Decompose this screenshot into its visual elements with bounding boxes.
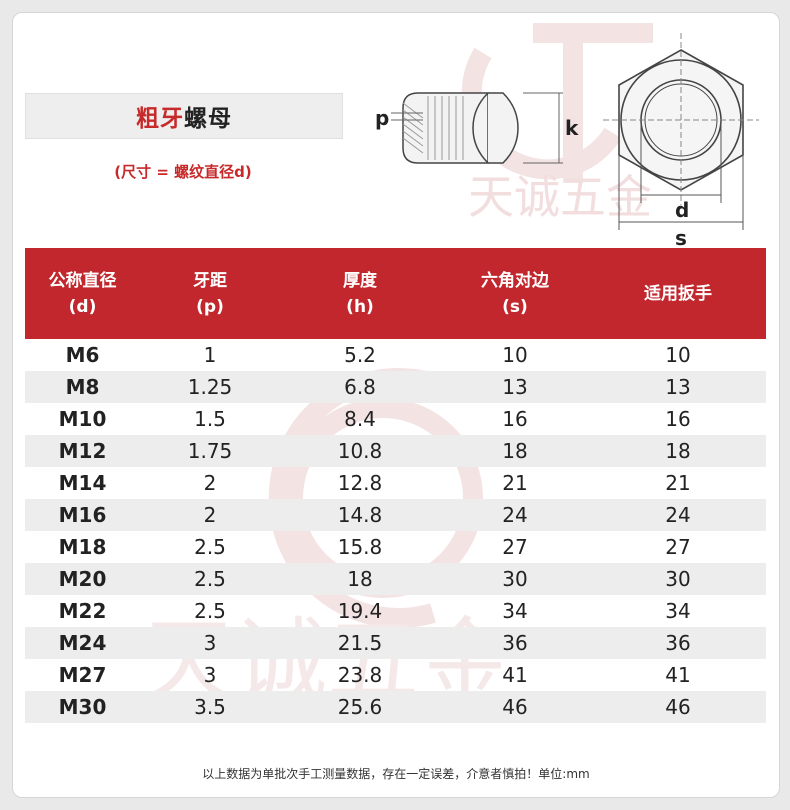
cell-across-flats: 27: [502, 535, 528, 559]
cell-pitch: 3: [140, 627, 280, 659]
cell-wrench: 10: [665, 343, 691, 367]
table-row: M10 1.5 8.4 16 16: [25, 403, 766, 435]
label-k: k: [565, 116, 579, 140]
cell-across-flats: 16: [502, 407, 528, 431]
table-row: M30 3.5 25.6 46 46: [25, 691, 766, 723]
cell-pitch: 2.5: [194, 599, 226, 623]
cell-thickness: 18: [280, 563, 440, 595]
cell-wrench: 41: [665, 663, 691, 687]
title-part-black: 螺母: [184, 106, 232, 132]
table-row: M12 1.75 10.8 18 18: [25, 435, 766, 467]
cell-pitch: 2.5: [140, 563, 280, 595]
cell-size: M27: [58, 663, 107, 687]
cell-wrench: 24: [590, 499, 766, 531]
cell-thickness: 6.8: [280, 371, 440, 403]
nut-top-view-diagram: d s: [603, 33, 759, 250]
cell-wrench: 16: [665, 407, 691, 431]
table-row: M14 2 12.8 21 21: [25, 467, 766, 499]
size-note: (尺寸 = 螺纹直径d): [114, 163, 252, 181]
cell-wrench: 13: [590, 371, 766, 403]
header-across-flats: 六角对边 (s): [440, 248, 590, 339]
cell-across-flats: 30: [440, 563, 590, 595]
header-thickness: 厚度 (h): [280, 248, 440, 339]
header-wrench-size: 适用扳手: [590, 248, 766, 339]
cell-across-flats: 13: [440, 371, 590, 403]
table-row: M20 2.5 18 30 30: [25, 563, 766, 595]
label-d: d: [675, 198, 689, 222]
spec-table: 公称直径 (d) 牙距 (p) 厚度 (h) 六角对边 (s) 适用扳手 M6 1 5.2 1…: [25, 248, 766, 723]
cell-across-flats: 10: [502, 343, 528, 367]
table-row: M18 2.5 15.8 27 27: [25, 531, 766, 563]
table-row: M24 3 21.5 36 36: [25, 627, 766, 659]
table-header-row: 公称直径 (d) 牙距 (p) 厚度 (h) 六角对边 (s) 适用扳手: [25, 248, 766, 339]
footer-note: 以上数据为单批次手工测量数据，存在一定误差，介意者慎拍！单位:mm: [202, 767, 590, 781]
cell-pitch: 1.75: [140, 435, 280, 467]
cell-pitch: 3: [203, 663, 217, 687]
cell-thickness: 25.6: [280, 691, 440, 723]
cell-size: M10: [58, 407, 107, 431]
cell-pitch: 1.5: [194, 407, 226, 431]
cell-across-flats: 18: [440, 435, 590, 467]
cell-size: M6: [65, 343, 100, 367]
cell-thickness: 15.8: [337, 535, 383, 559]
spec-card: 天诚五金 天诚五金 粗牙 螺母 (尺寸 = 螺纹直径d) p k: [12, 12, 780, 798]
cell-across-flats: 36: [440, 627, 590, 659]
header-nominal-diameter: 公称直径 (d): [25, 248, 140, 339]
cell-across-flats: 24: [440, 499, 590, 531]
cell-size: M30: [25, 691, 140, 723]
cell-size: M18: [58, 535, 107, 559]
table-row: M16 2 14.8 24 24: [25, 499, 766, 531]
header-pitch: 牙距 (p): [140, 248, 280, 339]
cell-thickness: 12.8: [337, 471, 383, 495]
cell-thickness: 5.2: [344, 343, 376, 367]
cell-pitch: 2.5: [194, 535, 226, 559]
cell-pitch: 3.5: [140, 691, 280, 723]
cell-size: M24: [25, 627, 140, 659]
cell-size: M14: [58, 471, 107, 495]
cell-wrench: 21: [665, 471, 691, 495]
cell-size: M22: [58, 599, 107, 623]
cell-thickness: 19.4: [337, 599, 383, 623]
cell-wrench: 46: [590, 691, 766, 723]
cell-wrench: 18: [590, 435, 766, 467]
cell-wrench: 30: [590, 563, 766, 595]
table-row: M6 1 5.2 10 10: [25, 339, 766, 371]
cell-pitch: 2: [203, 471, 217, 495]
cell-thickness: 23.8: [337, 663, 383, 687]
cell-pitch: 2: [140, 499, 280, 531]
cell-thickness: 14.8: [280, 499, 440, 531]
cell-wrench: 36: [590, 627, 766, 659]
cell-pitch: 1.25: [140, 371, 280, 403]
cell-wrench: 27: [665, 535, 691, 559]
cell-size: M16: [25, 499, 140, 531]
cell-thickness: 21.5: [280, 627, 440, 659]
table-row: M8 1.25 6.8 13 13: [25, 371, 766, 403]
cell-thickness: 10.8: [280, 435, 440, 467]
product-title: 粗牙 螺母: [25, 93, 343, 139]
cell-across-flats: 34: [502, 599, 528, 623]
title-part-red: 粗牙: [136, 106, 184, 132]
table-row: M27 3 23.8 41 41: [25, 659, 766, 691]
cell-size: M8: [25, 371, 140, 403]
cell-wrench: 34: [665, 599, 691, 623]
cell-across-flats: 21: [502, 471, 528, 495]
table-row: M22 2.5 19.4 34 34: [25, 595, 766, 627]
cell-across-flats: 41: [502, 663, 528, 687]
cell-size: M20: [25, 563, 140, 595]
cell-pitch: 1: [203, 343, 217, 367]
label-s: s: [675, 226, 687, 250]
cell-size: M12: [25, 435, 140, 467]
cell-thickness: 8.4: [344, 407, 376, 431]
label-p: p: [375, 106, 389, 130]
cell-across-flats: 46: [440, 691, 590, 723]
nut-side-view-diagram: p k: [375, 92, 579, 164]
